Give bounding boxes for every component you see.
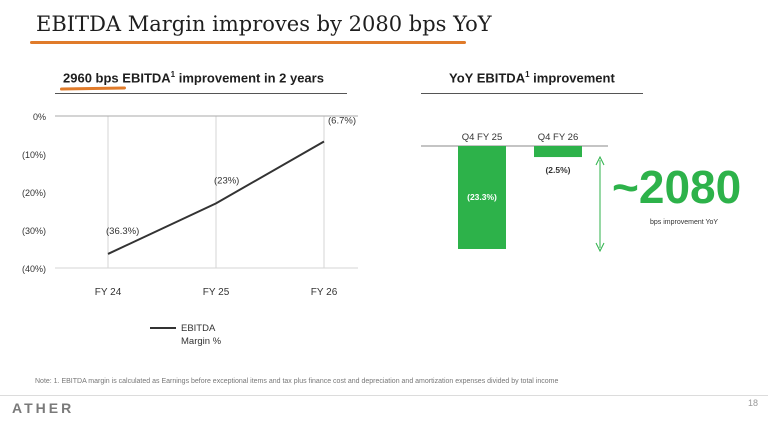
bar <box>458 146 506 249</box>
footer-divider <box>0 395 768 396</box>
page-number: 18 <box>748 398 759 408</box>
series-line-ebitda-margin <box>107 140 325 255</box>
yoy-improvement-number: ~2080 <box>612 161 742 213</box>
bar-category-label: Q4 FY 25 <box>462 132 503 143</box>
ather-logo: ATHER <box>12 400 75 416</box>
data-label: (23%) <box>214 175 239 186</box>
x-tick-label: FY 25 <box>203 287 230 298</box>
right-subtitle-footnote: 1 <box>525 70 530 79</box>
legend-label-line1: EBITDA <box>181 323 216 334</box>
data-label: (6.7%) <box>328 115 356 126</box>
right-subtitle-rule <box>421 93 643 94</box>
y-tick-label: 0% <box>33 112 46 122</box>
right-subtitle-tail: improvement <box>529 70 615 86</box>
y-tick-label: (30%) <box>22 226 46 236</box>
right-subtitle: YoY EBITDA1 improvement <box>449 70 615 85</box>
left-subtitle-text: EBITDA <box>118 70 171 86</box>
data-label: (36.3%) <box>106 226 139 237</box>
left-subtitle: 2960 bps EBITDA1 improvement in 2 years <box>63 70 324 85</box>
left-subtitle-rule <box>55 93 347 94</box>
bar-value-label: (23.3%) <box>467 192 497 202</box>
left-subtitle-tail: improvement in 2 years <box>175 70 324 86</box>
footnote: Note: 1. EBITDA margin is calculated as … <box>35 378 559 385</box>
y-tick-label: (40%) <box>22 264 46 274</box>
bar-value-label: (2.5%) <box>545 165 570 175</box>
left-subtitle-bold: 2960 bps <box>63 70 119 86</box>
left-subtitle-footnote: 1 <box>170 70 176 79</box>
x-tick-label: FY 26 <box>311 287 338 298</box>
y-tick-label: (20%) <box>22 188 46 198</box>
right-subtitle-text: YoY EBITDA <box>449 70 526 86</box>
legend-label-line2: Margin % <box>181 336 222 347</box>
bar <box>534 146 582 158</box>
y-tick-label: (10%) <box>22 150 46 160</box>
improvement-arrow-head-down <box>595 242 605 253</box>
improvement-arrow-head-up <box>595 155 605 166</box>
x-tick-label: FY 24 <box>95 287 122 298</box>
yoy-improvement-caption: bps improvement YoY <box>650 219 719 226</box>
page-title: EBITDA Margin improves by 2080 bps YoY <box>36 12 492 36</box>
bar-category-label: Q4 FY 26 <box>538 132 579 143</box>
title-underline <box>30 41 466 44</box>
